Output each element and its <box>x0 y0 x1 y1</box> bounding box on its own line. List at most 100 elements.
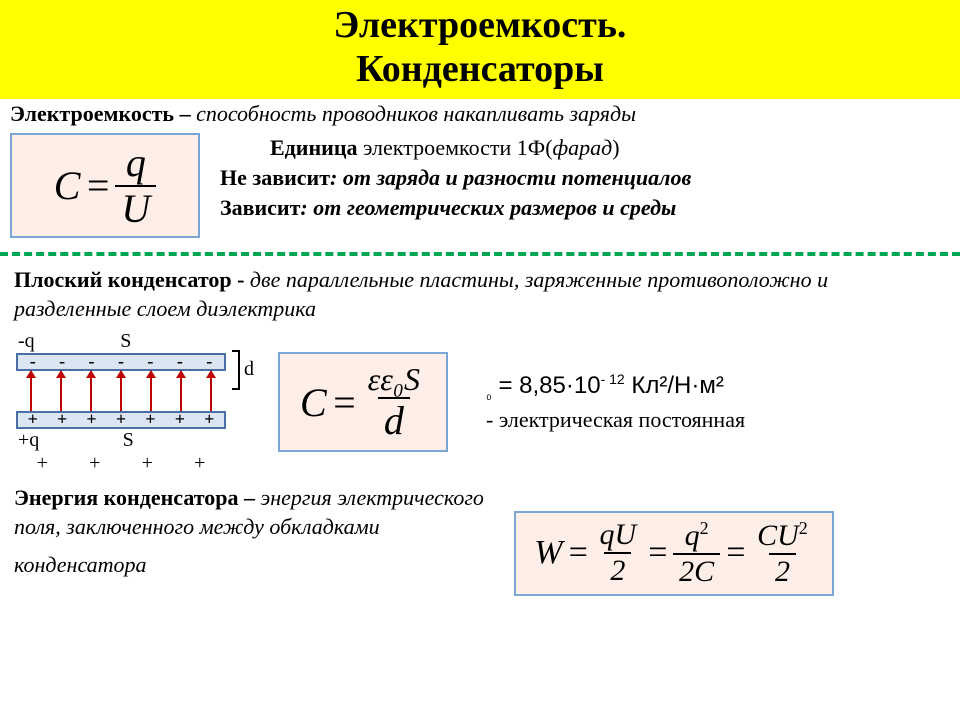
f3-f2num: q2 <box>679 519 715 553</box>
p6: + <box>175 409 185 430</box>
s-bot-label: S <box>123 429 134 452</box>
p3: + <box>86 409 96 430</box>
extra-plus-row: + + + + <box>16 452 226 475</box>
epsilon-block: ₀ = 8,85·10- 12 Кл²/Н·м² - электрическая… <box>486 371 950 434</box>
arrow7 <box>210 371 212 411</box>
f3-f2den: 2C <box>673 553 720 587</box>
epsilon-desc: - электрическая постоянная <box>486 407 950 433</box>
p5: + <box>145 409 155 430</box>
page-title: Электроемкость. Конденсаторы <box>0 4 960 91</box>
f2-lhs: C <box>300 379 327 426</box>
f3-eq2: = <box>646 534 669 572</box>
capacitance-definition: Электроемкость – способность проводников… <box>0 99 960 133</box>
p2: + <box>57 409 67 430</box>
capacitance-facts: Единица электроемкости 1Ф(фарад) Не зави… <box>220 133 950 222</box>
def-desc: способность проводников накапливать заря… <box>196 101 636 126</box>
ep4: + <box>194 452 205 475</box>
epsilon-value: ₀ = 8,85·10- 12 Кл²/Н·м² <box>486 371 950 402</box>
formula3-eq: W = qU 2 = q2 2C = CU2 2 <box>534 519 814 587</box>
p1: + <box>28 409 38 430</box>
energy-tail: конденсатора <box>14 550 494 580</box>
f3-f2num-b: q <box>685 519 700 552</box>
field-arrows <box>16 371 226 411</box>
arrow1 <box>30 371 32 411</box>
d-bracket: d <box>232 350 254 390</box>
eps-units: Кл²/Н·м² <box>625 372 724 399</box>
f2-eq: = <box>331 379 358 426</box>
f3-f1num: qU <box>594 520 643 552</box>
independ-rest: : от заряда и разности потенциалов <box>330 165 691 190</box>
independ-line: Не зависит: от заряда и разности потенци… <box>220 163 950 193</box>
eps-exp: - 12 <box>601 371 625 387</box>
ep2: + <box>89 452 100 475</box>
f3-f3num-b: CU <box>757 519 799 552</box>
flat-capacitor-definition: Плоский конденсатор - две параллельные п… <box>0 266 960 329</box>
unit-rest1b: ) <box>612 135 619 160</box>
f3-lhs: W <box>534 534 562 572</box>
p7: + <box>204 409 214 430</box>
section-1: C = q U Единица электроемкости 1Ф(фарад)… <box>0 133 960 246</box>
f3-f3num: CU2 <box>751 519 814 553</box>
f1-lhs: C <box>54 162 81 209</box>
formula1-eq: C = q U <box>54 143 157 229</box>
f2-den: d <box>378 397 410 441</box>
top-labels: -q S <box>10 330 230 353</box>
green-divider <box>0 252 960 256</box>
minus-q-label: -q <box>18 330 35 353</box>
f3-f3den: 2 <box>769 553 796 587</box>
section-3: Энергия конденсатора – энергия электриче… <box>0 475 960 596</box>
f1-eq: = <box>84 162 111 209</box>
formula2-eq: C = εε₀S d <box>300 363 426 441</box>
f2-num: εε₀S <box>362 363 426 397</box>
energy-term: Энергия конденсатора – <box>14 485 261 510</box>
title-line1: Электроемкость. <box>334 4 627 46</box>
ep3: + <box>142 452 153 475</box>
f1-num: q <box>120 143 152 185</box>
formula-capacitance: C = q U <box>10 133 200 238</box>
energy-row: Энергия конденсатора – энергия электриче… <box>14 483 946 596</box>
depend-rest: : от геометрических размеров и среды <box>300 195 676 220</box>
def-term: Электроемкость – <box>10 101 196 126</box>
formula-energy: W = qU 2 = q2 2C = CU2 2 <box>514 511 834 596</box>
energy-text: Энергия конденсатора – энергия электриче… <box>14 483 494 580</box>
eps-eq: = 8,85·10 <box>492 372 601 399</box>
bottom-plate: + + + + + + + <box>16 411 226 429</box>
f3-frac2: q2 2C <box>673 519 720 587</box>
capacitor-diagram: -q S ------- d +++++++ +q S <box>10 330 260 475</box>
title-line2: Конденсаторы <box>356 48 604 90</box>
unit-ital: фарад <box>553 135 613 160</box>
p4: + <box>116 409 126 430</box>
spacer <box>217 330 222 353</box>
bracket-line <box>232 350 240 390</box>
f3-f1den: 2 <box>604 552 631 586</box>
title-bar: Электроемкость. Конденсаторы <box>0 0 960 99</box>
plus-q-label: +q <box>18 429 39 452</box>
f3-f3sup: 2 <box>799 518 808 538</box>
f3-frac3: CU2 2 <box>751 519 814 587</box>
arrow5 <box>150 371 152 411</box>
independ-bold: Не зависит <box>220 165 330 190</box>
f1-frac: q U <box>115 143 156 229</box>
arrow3 <box>90 371 92 411</box>
f2-frac: εε₀S d <box>362 363 426 441</box>
unit-rest1: электроемкости 1Ф( <box>358 135 553 160</box>
spacer2 <box>217 429 222 452</box>
f3-eq3: = <box>724 534 747 572</box>
arrow4 <box>120 371 122 411</box>
formula-flat-capacitor: C = εε₀S d <box>278 352 448 452</box>
depend-bold: Зависит <box>220 195 300 220</box>
arrow6 <box>180 371 182 411</box>
flat-term: Плоский конденсатор - <box>14 267 250 292</box>
f3-f2sup: 2 <box>700 518 709 538</box>
f1-den: U <box>115 185 156 229</box>
depend-line: Зависит: от геометрических размеров и ср… <box>220 193 950 223</box>
unit-bold: Единица <box>270 135 358 160</box>
f3-eq1: = <box>567 534 590 572</box>
arrow2 <box>60 371 62 411</box>
unit-line: Единица электроемкости 1Ф(фарад) <box>220 133 950 163</box>
s-top-label: S <box>120 330 131 353</box>
bottom-labels: +q S <box>10 429 230 452</box>
f3-frac1: qU 2 <box>594 520 643 586</box>
ep1: + <box>37 452 48 475</box>
section-2-row: -q S ------- d +++++++ +q S <box>0 330 960 475</box>
